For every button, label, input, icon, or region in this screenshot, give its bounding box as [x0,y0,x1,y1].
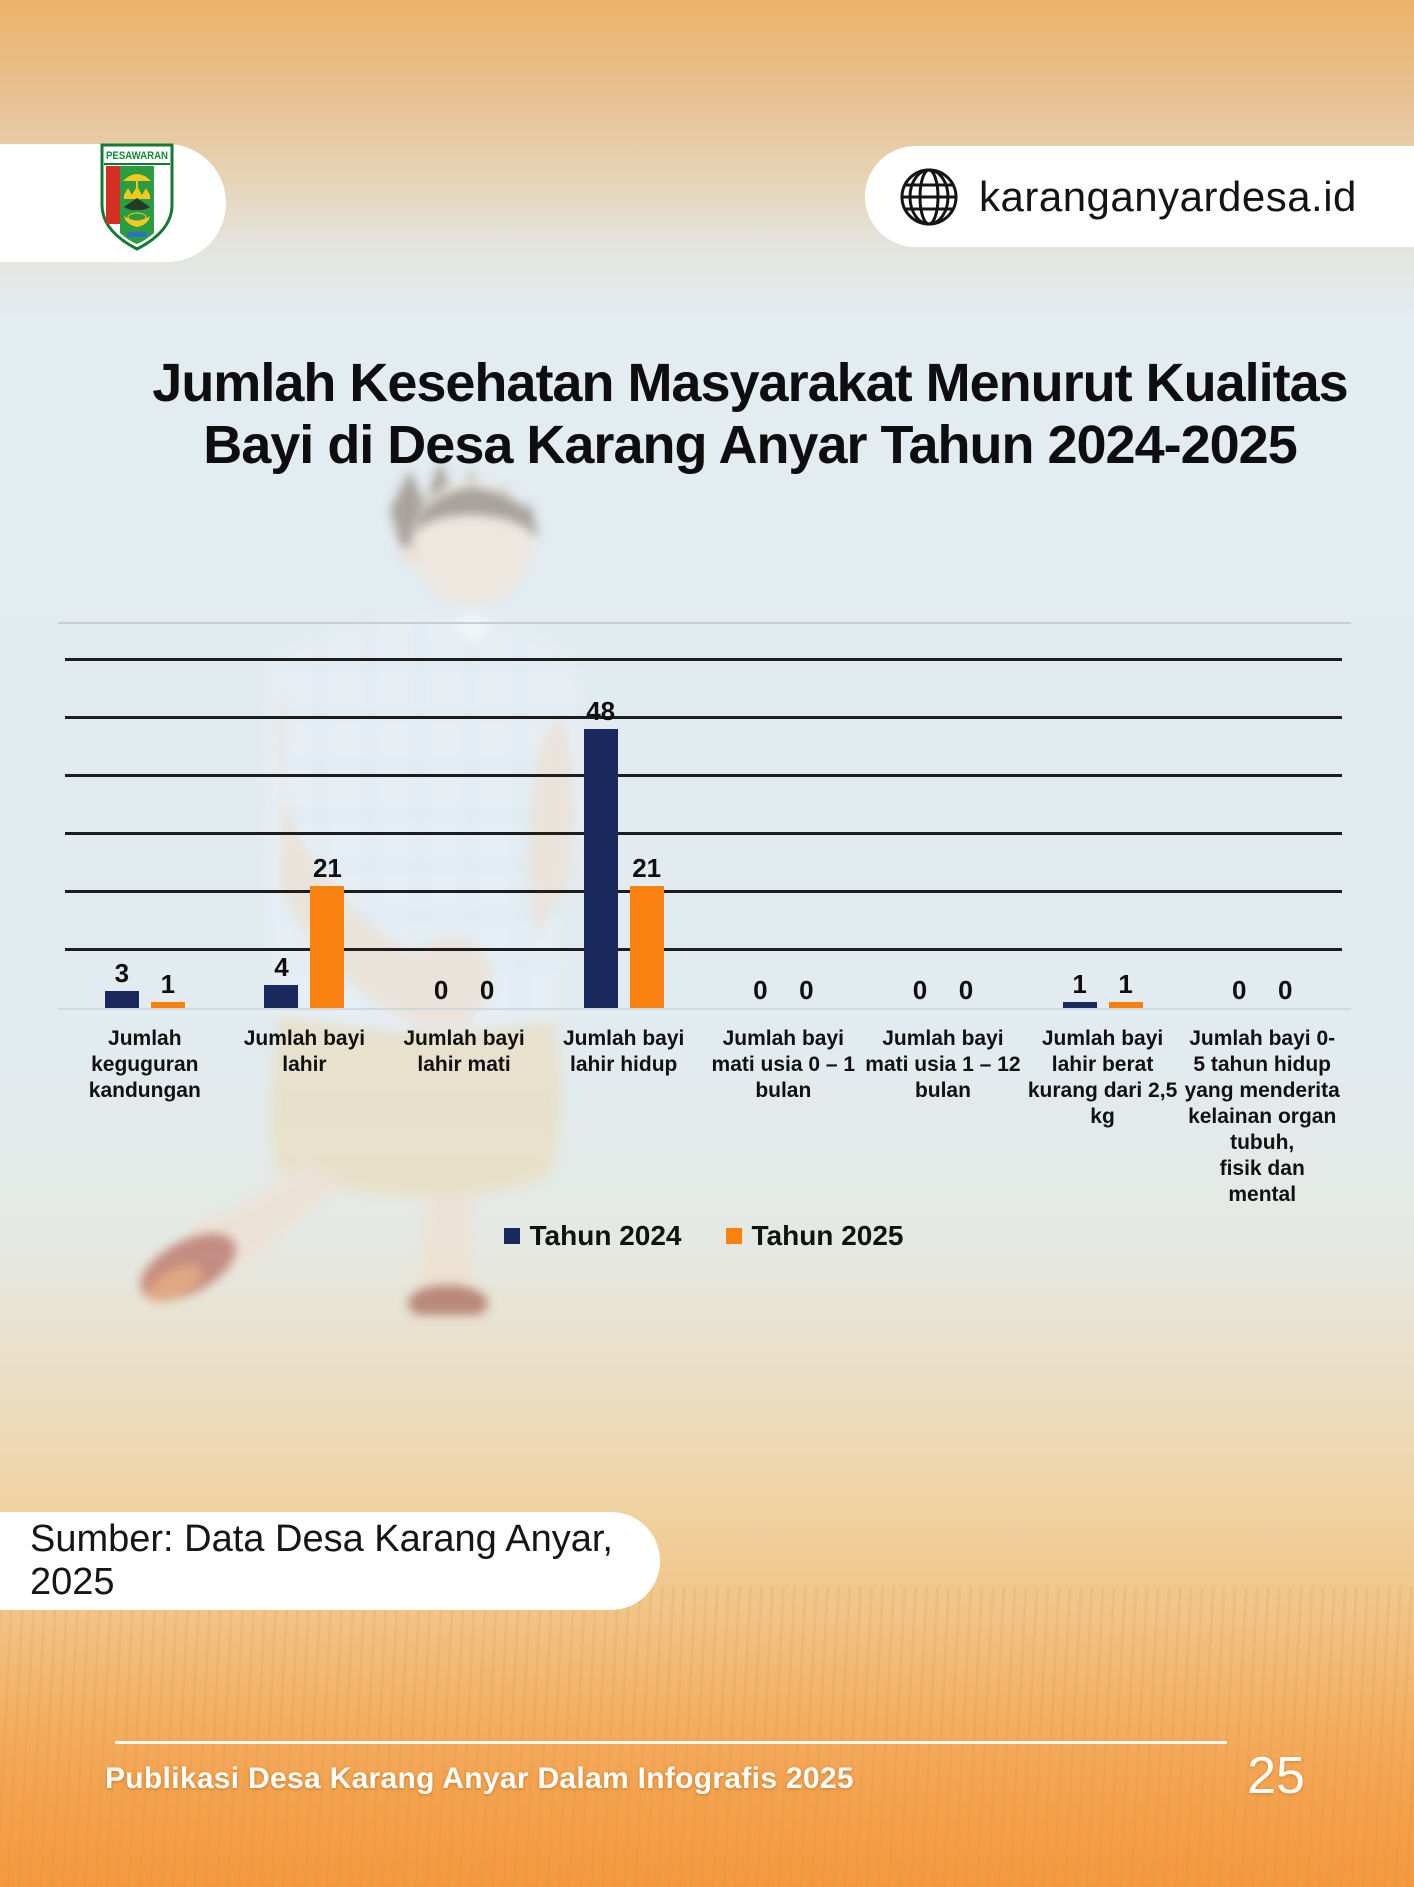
bar-value-label: 1 [1118,969,1133,1000]
category-label-line: bulan [914,1079,971,1102]
grass-texture [0,1587,1414,1887]
category-label: Jumlah bayi lahir mati [376,1026,552,1078]
category-label: Jumlah bayi lahir [216,1026,392,1078]
legend-label: Tahun 2025 [751,1220,904,1251]
chart-gridline [65,948,1342,952]
page-number: 25 [1247,1747,1305,1805]
bar-value-label: 0 [912,975,928,1005]
category-label-line: lahir hidup [570,1053,678,1076]
chart-gridline [65,832,1342,836]
legend-label: Tahun 2024 [529,1220,682,1251]
bar-tahun-2025 [1108,1002,1143,1008]
category-label-line: lahir [282,1053,327,1076]
bar-value-label: 0 [1231,975,1247,1005]
category-label-line: 5 tahun hidup [1193,1053,1332,1076]
chart-gridline [65,890,1342,894]
bar-value-label: 0 [433,975,449,1005]
category-label-line: Jumlah bayi [403,1027,525,1050]
chart-gridline [65,773,1342,777]
bar-value-label: 0 [958,975,974,1005]
footer-title: Publikasi Desa Karang Anyar Dalam Infogr… [105,1762,854,1795]
category-label-line: Jumlah bayi [882,1027,1004,1050]
category-label-line: tubuh, [1230,1131,1295,1154]
chart-gridline [65,657,1342,661]
category-label-line: kg [1090,1105,1115,1128]
footer-divider [115,1741,1227,1744]
category-label: Jumlah bayi lahir berat kurang dari 2,5 kg [1015,1026,1191,1130]
chart-gridline [65,715,1342,719]
category-label-line: lahir mati [417,1053,511,1076]
legend-item: Tahun 2024 [503,1220,682,1252]
chart-legend: Tahun 2024 Tahun 2025 [65,1220,1342,1252]
bar-tahun-2025 [310,885,345,1008]
bar-value-label: 0 [799,975,814,1005]
website-url: karanganyardesa.id [979,172,1357,220]
source-pill: Sumber: Data Desa Karang Anyar, 2025 [0,1512,660,1610]
bar-value-label: 1 [1072,969,1087,1000]
category-label-line: kandungan [88,1079,201,1102]
legend-item: Tahun 2025 [725,1220,904,1252]
source-label: Sumber: Data Desa Karang Anyar, 2025 [30,1518,613,1603]
category-label-line: kurang dari 2,5 [1027,1079,1178,1102]
bar-value-label: 3 [114,957,130,988]
pesawaran-logo-card: PESAWARAN [0,143,226,262]
bar-value-label: 1 [160,969,176,1000]
crest-region-label: PESAWARAN [106,150,168,162]
category-label-line: mati usia 1 – 12 [865,1053,1021,1076]
bar-value-label: 0 [479,975,495,1005]
page-title-line2: Bayi di Desa Karang Anyar Tahun 2024-202… [203,415,1297,475]
page-title: Jumlah Kesehatan Masyarakat Menurut Kual… [100,352,1400,476]
bar-value-label: 21 [632,852,662,883]
pesawaran-crest-icon: PESAWARAN [100,143,174,251]
legend-swatch-icon [503,1228,520,1244]
website-pill[interactable]: karanganyardesa.id [865,146,1414,247]
bar-value-label: 0 [1277,975,1293,1005]
legend-swatch-icon [725,1228,742,1244]
bar-value-label: 0 [753,975,768,1005]
bar-value-label: 48 [586,695,616,726]
bar-tahun-2024 [1062,1002,1097,1008]
category-label: Jumlah keguguran kandungan [57,1026,233,1104]
category-label: Jumlah bayi 0- 5 tahun hidup yang menderit… [1174,1026,1350,1208]
category-label-line: Jumlah bayi [722,1027,844,1050]
category-label-line: Jumlah bayi [243,1027,366,1050]
chart-axis-baseline [58,1008,1351,1010]
category-label: Jumlah bayi lahir hidup [536,1026,712,1078]
category-label: Jumlah bayi mati usia 0 – 1 bulan [695,1026,871,1104]
globe-icon [900,168,958,225]
category-label-line: mati usia 0 – 1 [711,1053,856,1076]
bar-tahun-2024 [104,990,139,1008]
category-label-line: Jumlah bayi 0- [1189,1027,1336,1050]
category-label-line: bulan [755,1079,812,1102]
category-label-line: Jumlah bayi [1041,1027,1164,1050]
category-label-line: yang menderita [1184,1079,1340,1102]
faded-child-photo [140,460,590,1315]
bar-value-label: 4 [274,951,289,982]
category-label-line: Jumlah [108,1027,182,1050]
bar-tahun-2024 [264,984,299,1008]
bar-tahun-2025 [150,1002,185,1008]
category-label-line: kelainan organ [1188,1105,1337,1128]
category-label-line: keguguran [91,1053,199,1076]
bar-tahun-2025 [629,885,664,1008]
category-label-line: lahir berat [1051,1053,1154,1076]
chart-top-frame-line [58,622,1351,624]
category-label: Jumlah bayi mati usia 1 – 12 bulan [855,1026,1031,1104]
bar-tahun-2024 [583,728,618,1008]
category-label-line: fisik dan [1219,1157,1305,1180]
category-label-line: mental [1228,1183,1297,1206]
category-label-line: Jumlah bayi [562,1027,685,1050]
bar-value-label: 21 [312,852,342,883]
page-title-line1: Jumlah Kesehatan Masyarakat Menurut Kual… [152,353,1348,413]
